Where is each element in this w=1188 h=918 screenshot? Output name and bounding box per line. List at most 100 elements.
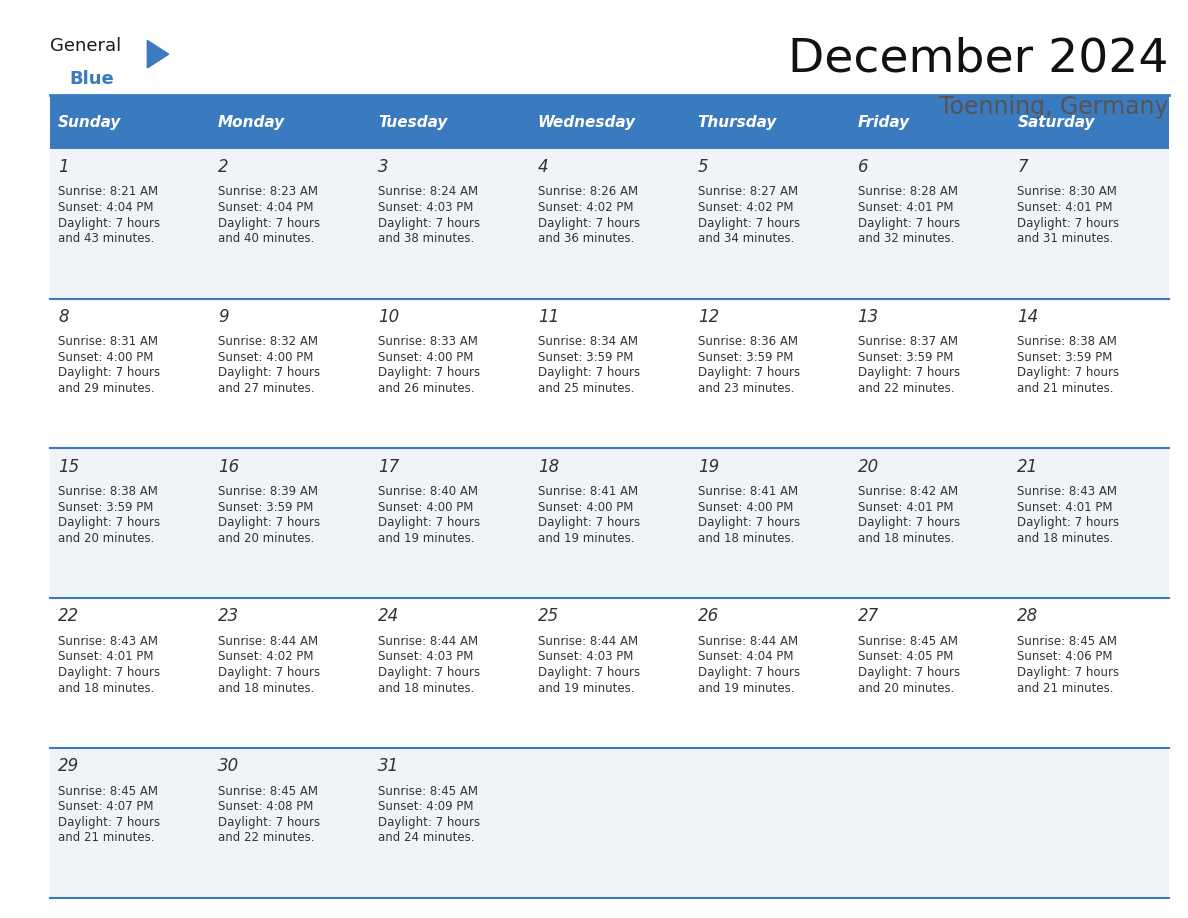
Text: Daylight: 7 hours: Daylight: 7 hours	[538, 217, 640, 230]
Bar	[210, 599, 369, 748]
Bar	[689, 599, 849, 748]
Text: Sunset: 4:00 PM: Sunset: 4:00 PM	[538, 500, 633, 514]
Text: Sunset: 4:02 PM: Sunset: 4:02 PM	[538, 201, 633, 214]
Text: Daylight: 7 hours: Daylight: 7 hours	[378, 666, 480, 679]
Text: Daylight: 7 hours: Daylight: 7 hours	[1017, 516, 1119, 530]
Text: and 23 minutes.: and 23 minutes.	[697, 382, 794, 395]
Text: Sunrise: 8:43 AM: Sunrise: 8:43 AM	[1017, 485, 1118, 498]
Text: and 18 minutes.: and 18 minutes.	[219, 682, 315, 695]
Text: Sunrise: 8:27 AM: Sunrise: 8:27 AM	[697, 185, 798, 198]
Text: and 24 minutes.: and 24 minutes.	[378, 832, 474, 845]
Bar	[369, 599, 530, 748]
Text: Sunset: 4:05 PM: Sunset: 4:05 PM	[858, 651, 953, 664]
Text: and 21 minutes.: and 21 minutes.	[1017, 682, 1114, 695]
Bar	[1009, 748, 1169, 898]
Text: 5: 5	[697, 158, 708, 176]
Text: 14: 14	[1017, 308, 1038, 326]
Text: 22: 22	[58, 608, 80, 625]
Text: 16: 16	[219, 457, 239, 476]
Text: Daylight: 7 hours: Daylight: 7 hours	[58, 816, 160, 829]
Bar	[50, 95, 1169, 149]
Text: Sunset: 4:02 PM: Sunset: 4:02 PM	[697, 201, 794, 214]
Text: Sunset: 4:04 PM: Sunset: 4:04 PM	[697, 651, 794, 664]
Text: Daylight: 7 hours: Daylight: 7 hours	[697, 516, 800, 530]
Text: Sunset: 4:00 PM: Sunset: 4:00 PM	[378, 351, 473, 364]
Bar	[210, 298, 369, 448]
Text: Daylight: 7 hours: Daylight: 7 hours	[1017, 366, 1119, 379]
Text: 28: 28	[1017, 608, 1038, 625]
Text: Daylight: 7 hours: Daylight: 7 hours	[58, 366, 160, 379]
Text: and 18 minutes.: and 18 minutes.	[1017, 532, 1114, 544]
Text: 24: 24	[378, 608, 399, 625]
Text: 25: 25	[538, 608, 560, 625]
Bar	[210, 448, 369, 599]
Text: Sunset: 4:03 PM: Sunset: 4:03 PM	[378, 651, 473, 664]
Text: Sunrise: 8:44 AM: Sunrise: 8:44 AM	[538, 635, 638, 648]
Text: Sunrise: 8:32 AM: Sunrise: 8:32 AM	[219, 335, 318, 348]
Bar	[1009, 448, 1169, 599]
Bar	[530, 298, 689, 448]
Text: Sunrise: 8:38 AM: Sunrise: 8:38 AM	[1017, 335, 1117, 348]
Bar	[210, 149, 369, 298]
Text: Sunset: 4:02 PM: Sunset: 4:02 PM	[219, 651, 314, 664]
Text: Sunrise: 8:44 AM: Sunrise: 8:44 AM	[697, 635, 798, 648]
Text: Sunset: 4:06 PM: Sunset: 4:06 PM	[1017, 651, 1113, 664]
Text: Daylight: 7 hours: Daylight: 7 hours	[538, 516, 640, 530]
Text: Sunrise: 8:45 AM: Sunrise: 8:45 AM	[58, 785, 158, 798]
Text: Toenning, Germany: Toenning, Germany	[940, 95, 1169, 119]
Text: Daylight: 7 hours: Daylight: 7 hours	[219, 366, 321, 379]
Text: Sunrise: 8:44 AM: Sunrise: 8:44 AM	[219, 635, 318, 648]
Bar	[50, 298, 210, 448]
Text: 30: 30	[219, 757, 239, 775]
Text: 8: 8	[58, 308, 69, 326]
Text: Sunrise: 8:21 AM: Sunrise: 8:21 AM	[58, 185, 158, 198]
Text: Sunset: 3:59 PM: Sunset: 3:59 PM	[858, 351, 953, 364]
Text: 2: 2	[219, 158, 229, 176]
Text: General: General	[50, 37, 121, 55]
Text: and 21 minutes.: and 21 minutes.	[1017, 382, 1114, 395]
Text: Friday: Friday	[858, 115, 910, 129]
Text: and 43 minutes.: and 43 minutes.	[58, 232, 154, 245]
Bar	[689, 748, 849, 898]
Text: Sunrise: 8:38 AM: Sunrise: 8:38 AM	[58, 485, 158, 498]
Text: Sunrise: 8:34 AM: Sunrise: 8:34 AM	[538, 335, 638, 348]
Bar	[369, 448, 530, 599]
Text: Sunset: 4:01 PM: Sunset: 4:01 PM	[58, 651, 153, 664]
Bar	[1009, 149, 1169, 298]
Text: Sunrise: 8:45 AM: Sunrise: 8:45 AM	[219, 785, 318, 798]
Text: Sunrise: 8:41 AM: Sunrise: 8:41 AM	[538, 485, 638, 498]
Text: Sunset: 4:01 PM: Sunset: 4:01 PM	[858, 201, 953, 214]
Text: and 22 minutes.: and 22 minutes.	[219, 832, 315, 845]
Text: 15: 15	[58, 457, 80, 476]
Text: Sunset: 4:07 PM: Sunset: 4:07 PM	[58, 800, 153, 813]
Text: Sunrise: 8:36 AM: Sunrise: 8:36 AM	[697, 335, 797, 348]
Bar	[849, 448, 1009, 599]
Text: Sunrise: 8:45 AM: Sunrise: 8:45 AM	[1017, 635, 1118, 648]
Bar	[849, 298, 1009, 448]
Text: Sunday: Sunday	[58, 115, 121, 129]
Text: Sunset: 3:59 PM: Sunset: 3:59 PM	[1017, 351, 1113, 364]
Text: and 22 minutes.: and 22 minutes.	[858, 382, 954, 395]
Text: and 18 minutes.: and 18 minutes.	[58, 682, 154, 695]
Bar	[50, 448, 210, 599]
Text: Sunset: 4:00 PM: Sunset: 4:00 PM	[697, 500, 794, 514]
Bar	[530, 599, 689, 748]
Text: and 34 minutes.: and 34 minutes.	[697, 232, 794, 245]
Bar	[1009, 298, 1169, 448]
Text: 31: 31	[378, 757, 399, 775]
Bar	[689, 448, 849, 599]
Text: 3: 3	[378, 158, 388, 176]
Text: and 19 minutes.: and 19 minutes.	[538, 532, 634, 544]
Text: Daylight: 7 hours: Daylight: 7 hours	[1017, 666, 1119, 679]
Text: Daylight: 7 hours: Daylight: 7 hours	[858, 217, 960, 230]
Text: Sunset: 4:03 PM: Sunset: 4:03 PM	[378, 201, 473, 214]
Text: 4: 4	[538, 158, 549, 176]
Text: Sunset: 3:59 PM: Sunset: 3:59 PM	[697, 351, 794, 364]
Text: Daylight: 7 hours: Daylight: 7 hours	[378, 366, 480, 379]
Polygon shape	[147, 40, 169, 68]
Text: 17: 17	[378, 457, 399, 476]
Bar	[369, 149, 530, 298]
Text: Blue: Blue	[69, 70, 114, 88]
Text: and 38 minutes.: and 38 minutes.	[378, 232, 474, 245]
Text: Sunrise: 8:45 AM: Sunrise: 8:45 AM	[378, 785, 478, 798]
